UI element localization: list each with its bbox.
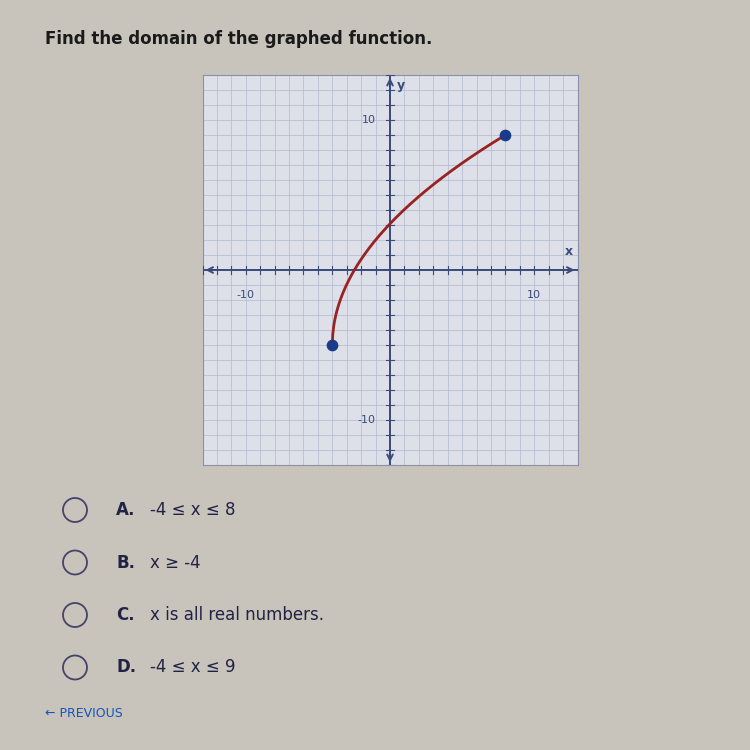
Text: x ≥ -4: x ≥ -4 [150, 554, 201, 572]
Text: -4 ≤ x ≤ 9: -4 ≤ x ≤ 9 [150, 658, 236, 676]
Text: x is all real numbers.: x is all real numbers. [150, 606, 324, 624]
Text: 10: 10 [362, 115, 376, 125]
Text: B.: B. [116, 554, 135, 572]
Text: -10: -10 [237, 290, 255, 299]
Text: -4 ≤ x ≤ 8: -4 ≤ x ≤ 8 [150, 501, 236, 519]
Point [500, 129, 512, 141]
Text: 10: 10 [527, 290, 542, 299]
Text: Find the domain of the graphed function.: Find the domain of the graphed function. [45, 30, 432, 48]
Text: C.: C. [116, 606, 135, 624]
Point [326, 339, 338, 351]
Text: D.: D. [116, 658, 136, 676]
Text: -10: -10 [358, 415, 376, 425]
Text: y: y [398, 80, 405, 92]
Text: A.: A. [116, 501, 136, 519]
Text: ← PREVIOUS: ← PREVIOUS [45, 707, 123, 720]
Text: x: x [565, 245, 573, 258]
